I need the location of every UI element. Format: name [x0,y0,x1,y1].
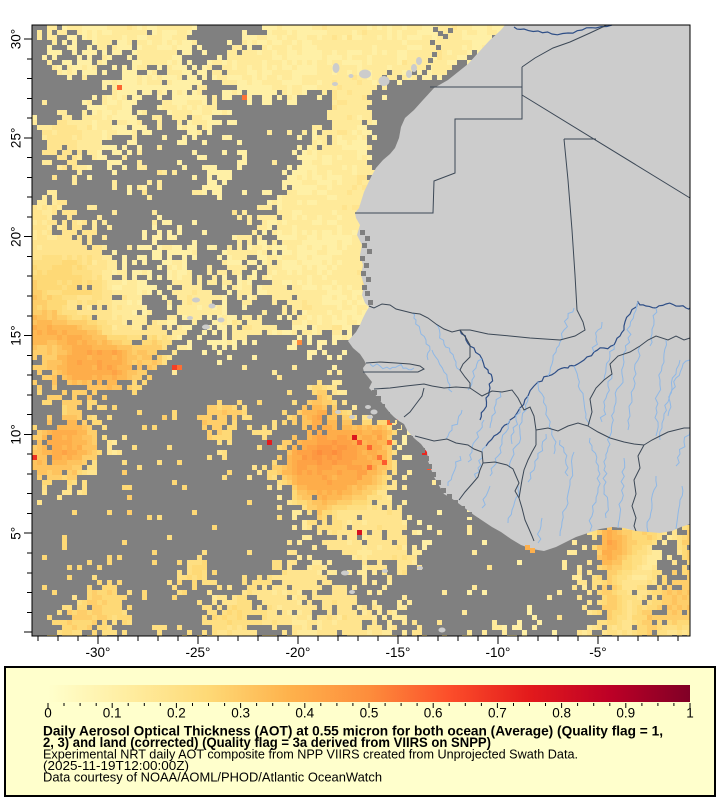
svg-text:0.5: 0.5 [360,706,379,721]
svg-text:0.3: 0.3 [231,706,250,721]
svg-text:Daily Aerosol Optical Thicknes: Daily Aerosol Optical Thickness (AOT) at… [43,724,663,739]
svg-text:0.8: 0.8 [552,706,571,721]
svg-text:0.4: 0.4 [295,706,314,721]
svg-text:0.1: 0.1 [103,706,122,721]
svg-text:-30°: -30° [86,645,111,660]
svg-text:Data courtesy of NOAA/AOML/PHO: Data courtesy of NOAA/AOML/PHOD/Atlantic… [43,770,382,785]
svg-text:25°: 25° [9,128,24,148]
svg-text:1: 1 [686,706,694,721]
svg-text:(2025-11-19T12:00:00Z): (2025-11-19T12:00:00Z) [43,758,189,773]
svg-text:0.2: 0.2 [167,706,186,721]
svg-text:30°: 30° [9,29,24,49]
svg-text:10°: 10° [9,424,24,444]
svg-text:15°: 15° [9,325,24,345]
svg-text:5°: 5° [9,527,24,540]
svg-text:-5°: -5° [589,645,606,660]
svg-text:0.7: 0.7 [488,706,507,721]
svg-text:Experimental NRT daily AOT com: Experimental NRT daily AOT composite fro… [43,747,578,762]
svg-text:0: 0 [44,706,52,721]
svg-text:-25°: -25° [186,645,211,660]
svg-text:-10°: -10° [486,645,511,660]
svg-text:0.6: 0.6 [424,706,443,721]
svg-text:-20°: -20° [286,645,311,660]
svg-text:2, 3) and land (corrected) (Qu: 2, 3) and land (corrected) (Quality flag… [43,735,491,750]
svg-text:20°: 20° [9,226,24,246]
svg-text:0.9: 0.9 [616,706,635,721]
svg-text:-15°: -15° [386,645,411,660]
